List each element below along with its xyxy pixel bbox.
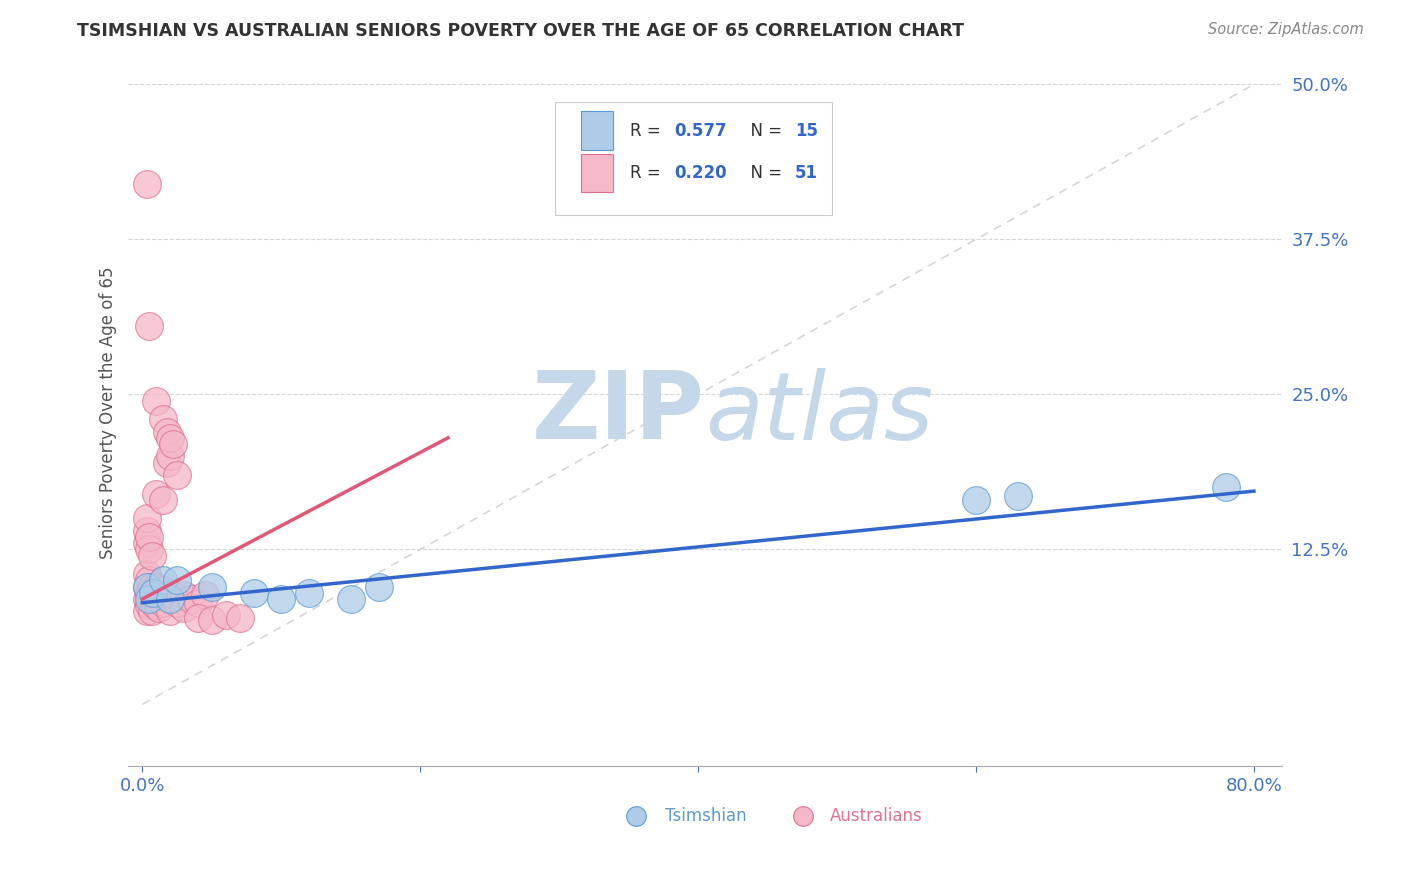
Point [159, 604, 181, 618]
Point [166, 468, 188, 483]
Point [148, 600, 170, 615]
Point [143, 598, 166, 612]
Point [138, 319, 160, 334]
Point [156, 588, 179, 602]
Point [156, 456, 179, 470]
Text: Tsimshian: Tsimshian [665, 807, 747, 825]
Point [159, 592, 181, 607]
Point [201, 580, 224, 594]
Point [228, 610, 250, 624]
Point [141, 549, 163, 563]
FancyBboxPatch shape [555, 102, 832, 215]
Text: N =: N = [740, 164, 787, 182]
Point [159, 431, 181, 445]
Point [1007, 489, 1029, 503]
Point [242, 586, 264, 600]
Point [943, 784, 966, 798]
Point [142, 586, 165, 600]
Text: TSIMSHIAN VS AUSTRALIAN SENIORS POVERTY OVER THE AGE OF 65 CORRELATION CHART: TSIMSHIAN VS AUSTRALIAN SENIORS POVERTY … [77, 22, 965, 40]
Text: R =: R = [630, 164, 666, 182]
Point [152, 492, 174, 507]
Point [152, 583, 174, 598]
Point [138, 542, 160, 557]
Text: Source: ZipAtlas.com: Source: ZipAtlas.com [1208, 22, 1364, 37]
Point [156, 425, 179, 439]
Point [135, 567, 157, 582]
Point [135, 580, 157, 594]
Text: Australians: Australians [830, 807, 922, 825]
Point [965, 492, 987, 507]
Text: atlas: atlas [704, 368, 934, 458]
Point [166, 574, 188, 588]
FancyBboxPatch shape [581, 112, 613, 150]
Point [135, 592, 157, 607]
Point [141, 580, 163, 594]
Text: ZIP: ZIP [533, 367, 704, 459]
Point [135, 177, 157, 191]
Point [194, 588, 217, 602]
Point [138, 592, 160, 607]
Point [162, 437, 184, 451]
Point [138, 586, 160, 600]
Point [367, 580, 389, 594]
Y-axis label: Seniors Poverty Over the Age of 65: Seniors Poverty Over the Age of 65 [100, 267, 117, 559]
Point [166, 596, 188, 610]
Point [339, 592, 361, 607]
Point [162, 588, 184, 602]
Point [298, 586, 321, 600]
Point [148, 588, 170, 602]
Point [173, 600, 195, 615]
Text: N =: N = [740, 121, 787, 140]
Point [141, 592, 163, 607]
Point [1215, 480, 1237, 494]
Point [145, 580, 167, 594]
Point [141, 604, 163, 618]
FancyBboxPatch shape [581, 153, 613, 193]
Point [135, 511, 157, 525]
Point [180, 592, 202, 607]
Point [135, 604, 157, 618]
Point [138, 598, 160, 612]
Point [145, 592, 167, 607]
Text: 0.577: 0.577 [673, 121, 727, 140]
Text: 15: 15 [794, 121, 818, 140]
Point [187, 596, 209, 610]
Point [145, 393, 167, 408]
Point [187, 610, 209, 624]
Point [152, 574, 174, 588]
Point [145, 486, 167, 500]
Text: R =: R = [630, 121, 666, 140]
Point [138, 530, 160, 544]
Point [201, 613, 224, 627]
Point [173, 588, 195, 602]
Text: 51: 51 [794, 164, 818, 182]
Point [152, 596, 174, 610]
Point [152, 412, 174, 426]
Point [143, 586, 166, 600]
Point [135, 536, 157, 550]
Point [159, 592, 181, 607]
Point [135, 580, 157, 594]
Point [270, 592, 292, 607]
Point [742, 784, 765, 798]
Text: 0.220: 0.220 [673, 164, 727, 182]
Point [215, 608, 238, 623]
Point [138, 574, 160, 588]
Point [135, 524, 157, 538]
Point [159, 450, 181, 464]
